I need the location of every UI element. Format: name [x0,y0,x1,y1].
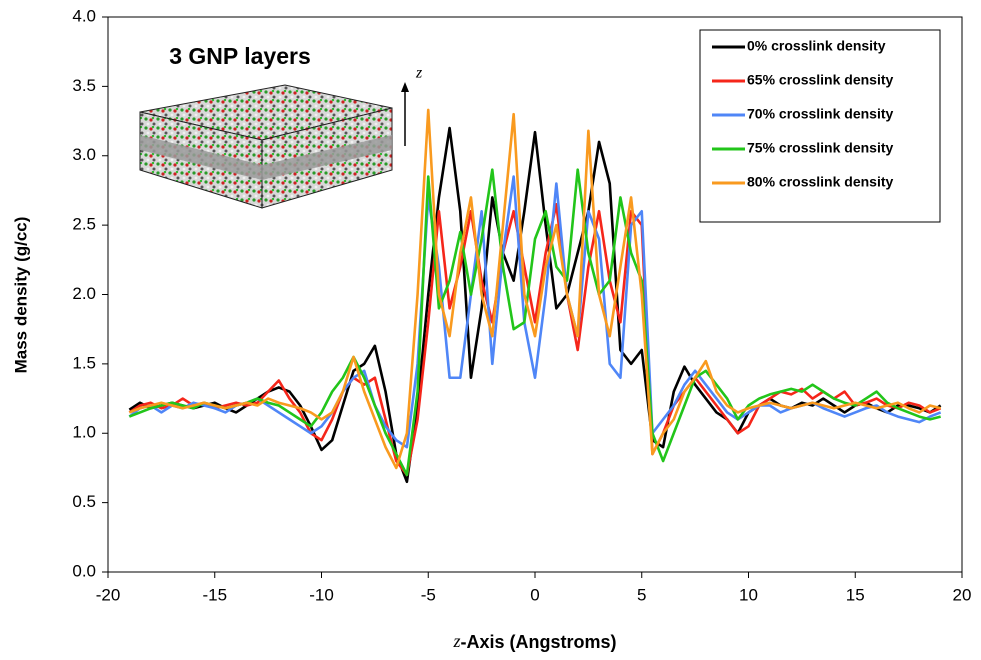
x-axis-label-var: z [452,631,460,651]
y-tick-label: 4.0 [72,6,96,25]
inset-title: 3 GNP layers [169,43,311,69]
x-tick-label: 15 [846,585,865,604]
x-tick-label: 0 [530,585,539,604]
legend-label: 75% crosslink density [747,140,894,156]
y-tick-label: 1.0 [72,423,96,442]
legend-label: 80% crosslink density [747,174,894,190]
inset-layer [140,135,262,180]
x-tick-label: 10 [739,585,758,604]
x-tick-label: 5 [637,585,646,604]
x-tick-label: -5 [421,585,436,604]
legend-label: 0% crosslink density [747,38,886,54]
inset-layer [262,135,392,180]
y-tick-label: 2.5 [72,215,96,234]
y-tick-label: 3.5 [72,76,96,95]
x-axis-label: z-Axis (Angstroms) [452,631,616,652]
y-tick-label: 3.0 [72,145,96,164]
series-line [128,203,942,477]
y-tick-label: 0.5 [72,492,96,511]
y-tick-label: 1.5 [72,353,96,372]
legend-box [699,29,941,223]
legend: 0% crosslink density 65% crosslink densit… [699,29,941,223]
x-tick-label: 20 [953,585,972,604]
inset-arrowhead [401,82,409,92]
x-tick-label: -10 [309,585,334,604]
series-line [128,108,941,470]
legend-label: 65% crosslink density [747,72,894,88]
y-tick-label: 2.0 [72,284,96,303]
inset-axis-label: z [415,65,423,82]
inset: z 3 GNP layers [139,43,423,209]
x-tick-label: -15 [202,585,227,604]
y-axis-label: Mass density (g/cc) [11,217,30,374]
y-tick-label: 0.0 [72,561,96,580]
x-tick-label: -20 [96,585,121,604]
legend-label: 70% crosslink density [747,106,894,122]
x-axis-label-text: -Axis (Angstroms) [461,632,617,652]
